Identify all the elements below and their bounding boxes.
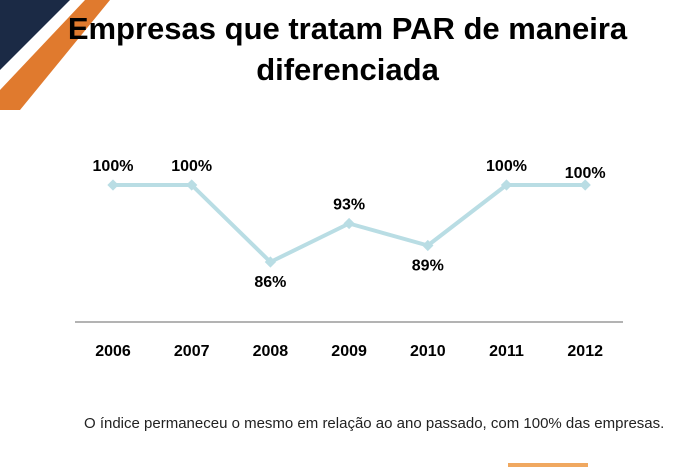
data-label: 86% bbox=[254, 274, 286, 291]
title-line-1: Empresas que tratam PAR de maneira bbox=[67, 11, 628, 46]
x-tick-label: 2008 bbox=[253, 343, 289, 360]
x-tick-label: 2006 bbox=[95, 343, 131, 360]
data-point-marker bbox=[422, 239, 434, 252]
data-point-marker bbox=[343, 217, 355, 230]
footnote-text: O índice permaneceu o mesmo em relação a… bbox=[84, 415, 665, 432]
decorative-corner bbox=[0, 0, 110, 110]
data-label: 100% bbox=[486, 158, 527, 175]
data-label: 100% bbox=[171, 158, 212, 175]
data-label: 89% bbox=[412, 258, 444, 275]
x-tick-label: 2012 bbox=[567, 343, 603, 360]
corner-orange-stripe bbox=[0, 0, 110, 110]
x-tick-label: 2011 bbox=[489, 343, 524, 360]
data-point-marker bbox=[579, 179, 591, 191]
title-line-2: diferenciada bbox=[256, 52, 439, 87]
decorative-bottom-bar bbox=[508, 463, 588, 467]
page-title: Empresas que tratam PAR de maneira difer… bbox=[0, 8, 695, 90]
line-chart: 100% 2006 100% 2007 86% 2008 93% 2009 89% 2010 100… bbox=[75, 158, 623, 360]
data-point-marker bbox=[264, 256, 277, 268]
x-tick-label: 2010 bbox=[410, 343, 446, 360]
data-point-marker bbox=[107, 179, 119, 191]
corner-navy-shape bbox=[0, 0, 70, 70]
x-tick-label: 2007 bbox=[174, 343, 210, 360]
data-label: 100% bbox=[565, 165, 606, 182]
data-label: 93% bbox=[333, 197, 365, 214]
data-point-marker bbox=[186, 179, 198, 191]
data-label: 100% bbox=[93, 158, 134, 175]
data-point-marker bbox=[500, 179, 513, 191]
x-tick-label: 2009 bbox=[331, 343, 367, 360]
